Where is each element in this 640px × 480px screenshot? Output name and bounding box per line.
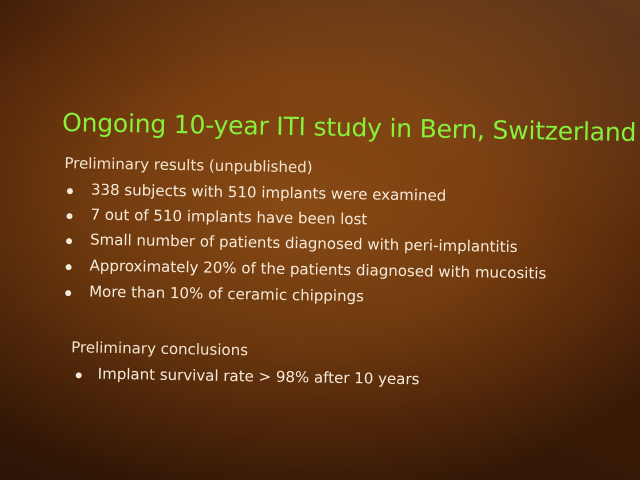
bullet-dot: [66, 238, 73, 245]
bullet-text: Small number of patients diagnosed with …: [89, 230, 518, 257]
bullet-dot: [65, 264, 72, 271]
bullet-text: More than 10% of ceramic chippings: [89, 282, 365, 306]
bullet-text: Implant survival rate > 98% after 10 yea…: [97, 364, 420, 389]
bullet-dot: [66, 213, 73, 220]
section-heading: Preliminary results (unpublished): [64, 154, 313, 177]
bullet-text: 338 subjects with 510 implants were exam…: [90, 180, 447, 205]
bullet-dot: [66, 188, 73, 195]
bullet-dot: [75, 372, 82, 379]
slide-title: Ongoing 10-year ITI study in Bern, Switz…: [61, 108, 637, 148]
bullet-text: Approximately 20% of the patients diagno…: [89, 256, 547, 283]
section-heading: Preliminary conclusions: [71, 338, 249, 360]
bullet-dot: [65, 290, 72, 297]
bullet-text: 7 out of 510 implants have been lost: [90, 205, 368, 229]
